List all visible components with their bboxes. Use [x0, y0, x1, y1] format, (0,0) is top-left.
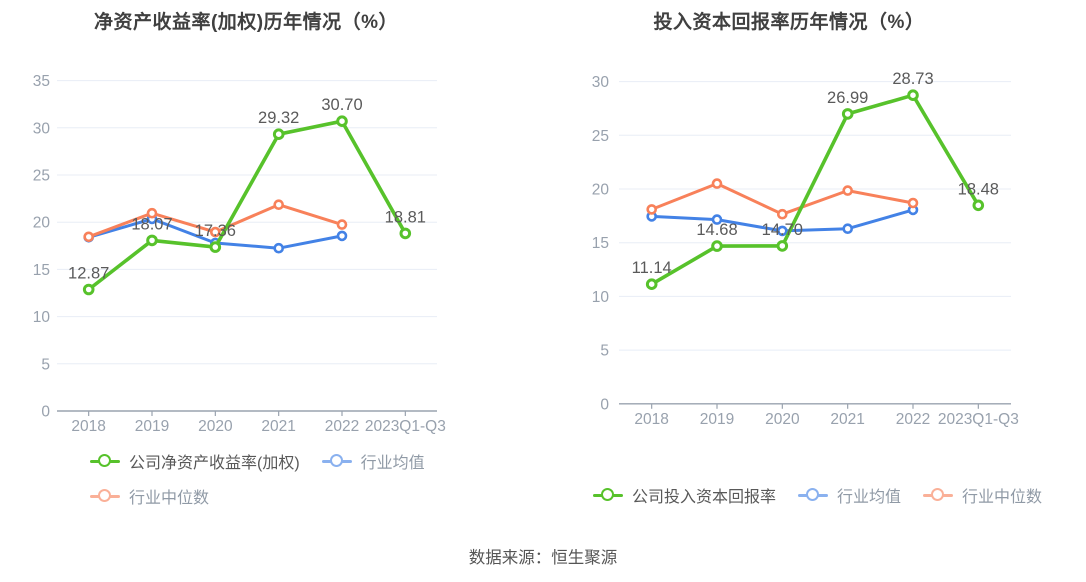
data-label: 17.36	[195, 222, 236, 240]
roe-chart-legend: 公司净资产收益率(加权) 行业均值行业中位数	[90, 449, 425, 508]
y-tick-label: 30	[592, 74, 610, 91]
x-tick-label: 2021	[830, 411, 864, 428]
data-point[interactable]	[842, 185, 854, 196]
roe-chart-title: 净资产收益率(加权)历年情况（%）	[93, 12, 399, 33]
data-point[interactable]	[336, 115, 348, 127]
data-point[interactable]	[146, 234, 158, 247]
y-tick-label: 5	[600, 343, 609, 360]
y-tick-label: 25	[592, 128, 609, 145]
data-point[interactable]	[972, 199, 985, 212]
roic-chart: 投入资本回报率历年情况（%） 0 5 10 15 20 25 30 2018 2019 2020 2…	[543, 0, 1086, 540]
legend-marker-icon	[90, 454, 120, 468]
legend-item[interactable]: 公司投入资本回报率	[593, 483, 776, 507]
data-point[interactable]	[82, 283, 95, 296]
y-tick-label: 35	[33, 73, 50, 90]
y-tick-label: 30	[33, 120, 51, 137]
data-point[interactable]	[645, 278, 658, 290]
data-label: 11.14	[632, 259, 672, 277]
data-label: 28.73	[892, 70, 933, 88]
legend-marker-icon	[798, 488, 829, 502]
x-tick-label: 2023Q1-Q3	[365, 418, 446, 435]
y-tick-label: 25	[33, 168, 50, 185]
y-tick-label: 15	[33, 262, 50, 279]
data-point[interactable]	[336, 230, 348, 242]
data-point[interactable]	[146, 207, 158, 219]
x-tick-label: 2023Q1-Q3	[938, 411, 1019, 428]
x-tick-label: 2021	[261, 418, 295, 435]
data-label: 14.70	[762, 221, 803, 239]
data-point[interactable]	[273, 242, 285, 254]
data-label: 18.48	[958, 180, 999, 198]
legend-marker-icon	[593, 488, 623, 502]
data-point[interactable]	[711, 214, 723, 225]
legend-item[interactable]: 行业中位数	[90, 484, 209, 508]
legend-label: 行业中位数	[962, 489, 1043, 506]
series-line[interactable]	[649, 93, 981, 286]
x-tick-label: 2020	[765, 411, 800, 428]
x-tick-label: 2018	[71, 418, 105, 435]
x-tick-label: 2019	[700, 411, 734, 428]
data-point[interactable]	[907, 197, 919, 209]
data-label: 18.81	[385, 208, 426, 226]
y-tick-label: 10	[592, 289, 610, 306]
data-point[interactable]	[777, 225, 788, 237]
roic-chart-legend: 公司投入资本回报率 行业均值 行业中位数	[593, 483, 1042, 507]
series-line[interactable]	[86, 119, 408, 292]
legend-item[interactable]: 行业中位数	[923, 483, 1042, 507]
data-label: 29.32	[258, 109, 299, 127]
y-tick-label: 10	[33, 309, 51, 326]
data-label: 14.68	[696, 221, 737, 239]
roe-chart-plot: 0 5 10 15 20 25 30 35 2018 2019 2020 2021 2022 2023Q1…	[33, 73, 446, 435]
data-point[interactable]	[210, 226, 221, 238]
roic-chart-title: 投入资本回报率历年情况（%）	[653, 12, 925, 33]
data-source: 数据来源：恒生聚源	[468, 549, 618, 567]
y-tick-label: 20	[592, 182, 610, 199]
x-tick-label: 2019	[135, 418, 169, 435]
data-point[interactable]	[83, 231, 94, 243]
y-tick-label: 0	[600, 396, 609, 413]
legend-row: 行业中位数	[90, 484, 425, 508]
legend-row: 公司投入资本回报率 行业均值 行业中位数	[593, 483, 1042, 507]
data-point[interactable]	[399, 227, 412, 240]
data-point[interactable]	[272, 128, 285, 140]
roe-chart: 净资产收益率(加权)历年情况（%） 0 5 10 15 20 25 30 35 2018 2019…	[0, 0, 543, 540]
x-tick-label: 2018	[634, 411, 668, 428]
legend-item[interactable]: 公司净资产收益率(加权)	[90, 449, 300, 473]
data-point[interactable]	[711, 178, 723, 189]
legend-label: 行业均值	[837, 489, 902, 506]
legend-marker-icon	[90, 489, 120, 503]
data-label: 30.70	[321, 96, 362, 114]
y-tick-label: 0	[41, 404, 50, 421]
data-point[interactable]	[711, 240, 723, 252]
x-tick-label: 2022	[896, 411, 930, 428]
y-tick-label: 15	[592, 235, 609, 252]
roic-chart-plot: 0 5 10 15 20 25 30 2018 2019 2020 2021 2022 2023Q1-Q…	[592, 70, 1019, 428]
y-tick-label: 5	[41, 356, 50, 373]
legend-label: 公司投入资本回报率	[632, 489, 777, 506]
legend-marker-icon	[321, 454, 352, 468]
legend-label: 公司净资产收益率(加权)	[129, 455, 300, 472]
x-tick-label: 2020	[198, 418, 233, 435]
data-point[interactable]	[842, 223, 854, 234]
data-point[interactable]	[273, 199, 285, 210]
data-label: 12.87	[68, 265, 109, 283]
legend-item[interactable]: 行业均值	[321, 449, 425, 473]
data-point[interactable]	[776, 240, 789, 252]
data-point[interactable]	[209, 241, 222, 253]
data-label: 18.07	[131, 215, 172, 233]
legend-label: 行业均值	[360, 455, 425, 472]
legend-marker-icon	[923, 488, 954, 502]
x-tick-label: 2022	[325, 418, 359, 435]
data-point[interactable]	[841, 108, 854, 120]
legend-label: 行业中位数	[129, 490, 210, 507]
data-label: 26.99	[827, 89, 868, 107]
data-point[interactable]	[336, 219, 348, 230]
data-point[interactable]	[777, 208, 788, 220]
legend-row: 公司净资产收益率(加权) 行业均值	[90, 449, 425, 473]
y-tick-label: 20	[33, 215, 51, 232]
legend-item[interactable]: 行业均值	[798, 483, 901, 507]
data-point[interactable]	[646, 204, 657, 215]
data-point[interactable]	[907, 89, 919, 102]
